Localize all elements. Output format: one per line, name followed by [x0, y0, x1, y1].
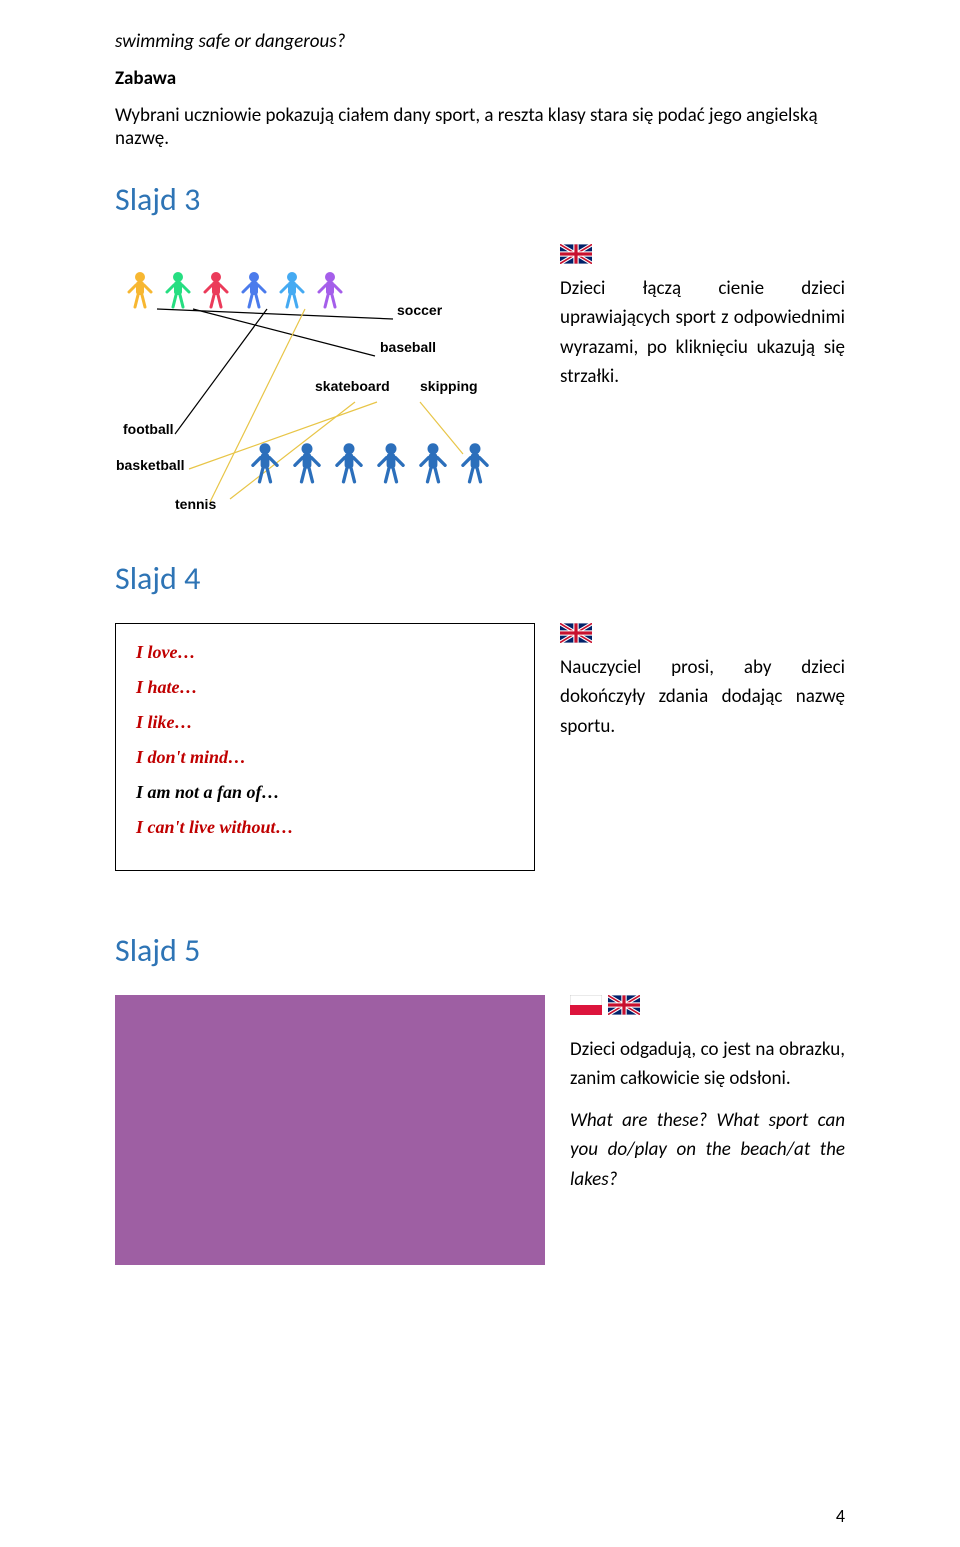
slide-5-desc-1: Dzieci odgadują, co jest na obrazku, zan… [570, 1035, 845, 1094]
uk-flag-icon [608, 995, 640, 1015]
intro-line1: swimming safe or dangerous? [115, 30, 845, 53]
slide-5-heading: Slajd 5 [115, 931, 845, 970]
label-tennis: tennis [175, 496, 216, 512]
label-baseball: baseball [380, 339, 436, 355]
phrase-line: I can't live without… [136, 817, 514, 838]
slide-3-diagram: soccer baseball skateboard skipping foot… [115, 244, 535, 499]
label-soccer: soccer [397, 302, 442, 318]
uk-flag-icon [560, 623, 592, 643]
slide-4-text: Nauczyciel prosi, aby dzieci dokończyły … [560, 623, 845, 741]
phrase-line: I am not a fan of… [136, 782, 514, 803]
slide-3-text: Dzieci łączą cienie dzieci uprawiających… [560, 244, 845, 392]
phrase-line: I love… [136, 642, 514, 663]
phrase-line: I like… [136, 712, 514, 733]
slide-5-desc-2: What are these? What sport can you do/pl… [570, 1106, 845, 1194]
slide-3-desc: Dzieci łączą cienie dzieci uprawiających… [560, 274, 845, 392]
label-football: football [123, 421, 174, 437]
slide-5-section: Slajd 5 Dzieci odgadują, co jest na obra… [115, 931, 845, 1265]
slide-3-section: Slajd 3 [115, 180, 845, 499]
page-number: 4 [836, 1505, 845, 1527]
phrase-line: I hate… [136, 677, 514, 698]
intro-line2: Zabawa [115, 67, 845, 90]
slide-4-desc: Nauczyciel prosi, aby dzieci dokończyły … [560, 653, 845, 741]
phrase-line: I don't mind… [136, 747, 514, 768]
pl-flag-icon [570, 995, 602, 1015]
label-basketball: basketball [116, 457, 184, 473]
label-skipping: skipping [420, 378, 478, 394]
uk-flag-icon [560, 244, 592, 264]
slide-3-heading: Slajd 3 [115, 180, 845, 219]
slide-5-purple-box [115, 995, 545, 1265]
slide-4-phrase-box: I love… I hate… I like… I don't mind… I am n… [115, 623, 535, 871]
label-skateboard: skateboard [315, 378, 390, 394]
slide-4-section: Slajd 4 I love… I hate… I like… I don't min… [115, 559, 845, 871]
slide-4-heading: Slajd 4 [115, 559, 845, 598]
slide-5-text: Dzieci odgadują, co jest na obrazku, zan… [570, 995, 845, 1194]
intro-line3: Wybrani uczniowie pokazują ciałem dany s… [115, 104, 845, 150]
